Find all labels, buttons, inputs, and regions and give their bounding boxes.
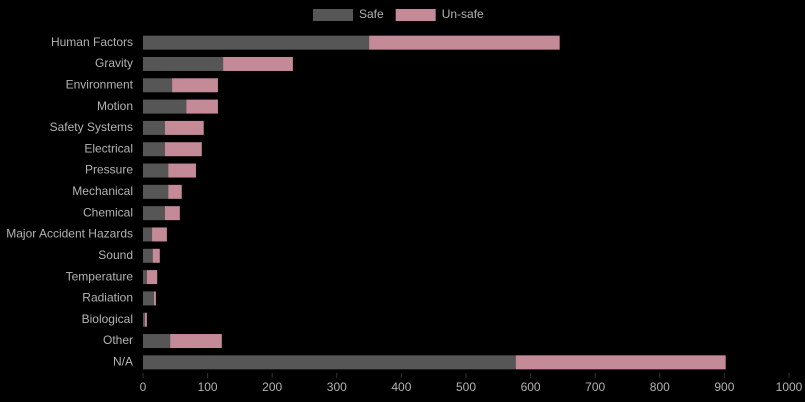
y-tick-label: Human Factors [51, 35, 133, 49]
bar-segment [172, 78, 218, 93]
legend-swatch [395, 9, 436, 21]
y-tick-label: Biological [82, 312, 133, 326]
legend-label: Un-safe [442, 7, 484, 21]
y-tick-label: Pressure [85, 163, 133, 177]
bar-segment [143, 355, 516, 370]
x-tick-label: 1000 [776, 380, 803, 394]
x-tick-label: 200 [262, 380, 282, 394]
y-tick-label: Other [103, 333, 133, 347]
legend-label: Safe [359, 7, 384, 21]
bar-segment [153, 291, 156, 306]
y-tick-label: Chemical [83, 205, 133, 219]
bar-segment [164, 206, 180, 221]
bar-segment [143, 120, 165, 135]
bar-segment [143, 270, 147, 285]
bar-segment [170, 334, 222, 349]
y-tick-label: Radiation [82, 291, 133, 305]
bar-segment [164, 120, 204, 135]
bar-segment [143, 227, 153, 242]
bar-segment [143, 184, 169, 199]
bar-segment [515, 355, 726, 370]
bar-segment [143, 99, 187, 114]
x-tick-label: 0 [140, 380, 147, 394]
x-tick-label: 700 [585, 380, 605, 394]
bar-segment [168, 163, 196, 178]
y-tick-label: Electrical [84, 141, 133, 155]
x-tick-label: 800 [650, 380, 670, 394]
x-tick-label: 600 [521, 380, 541, 394]
y-tick-label: Safety Systems [50, 120, 133, 134]
bar-segment [223, 56, 293, 71]
bar-segment [152, 227, 167, 242]
x-tick-label: 500 [456, 380, 476, 394]
y-tick-label: Sound [98, 248, 133, 262]
x-tick-label: 400 [391, 380, 411, 394]
bar-segment [143, 291, 154, 306]
y-tick-label: Major Accident Hazards [6, 227, 133, 241]
bar-segment [186, 99, 218, 114]
y-tick-label: Mechanical [72, 184, 133, 198]
bar-segment [164, 142, 202, 157]
bar-segment [146, 270, 158, 285]
bar-segment [143, 142, 165, 157]
legend-swatch [313, 9, 353, 21]
x-tick-label: 300 [327, 380, 347, 394]
y-tick-label: Environment [66, 77, 134, 91]
bar-segment [143, 78, 173, 93]
x-tick-label: 100 [198, 380, 218, 394]
bar-segment [143, 56, 224, 71]
bar-segment [143, 206, 165, 221]
bar-segment [143, 35, 370, 50]
bar-segment [143, 248, 153, 263]
x-tick-label: 900 [714, 380, 734, 394]
bar-segment [168, 184, 182, 199]
y-tick-label: N/A [113, 355, 133, 369]
bar-segment [143, 312, 145, 327]
bar-segment [152, 248, 160, 263]
bar-segment [144, 312, 147, 327]
bar-segment [143, 163, 169, 178]
y-tick-label: Temperature [66, 269, 134, 283]
bar-segment [369, 35, 560, 50]
bar-segment [143, 334, 171, 349]
y-tick-label: Gravity [95, 56, 133, 70]
y-tick-label: Motion [97, 99, 133, 113]
